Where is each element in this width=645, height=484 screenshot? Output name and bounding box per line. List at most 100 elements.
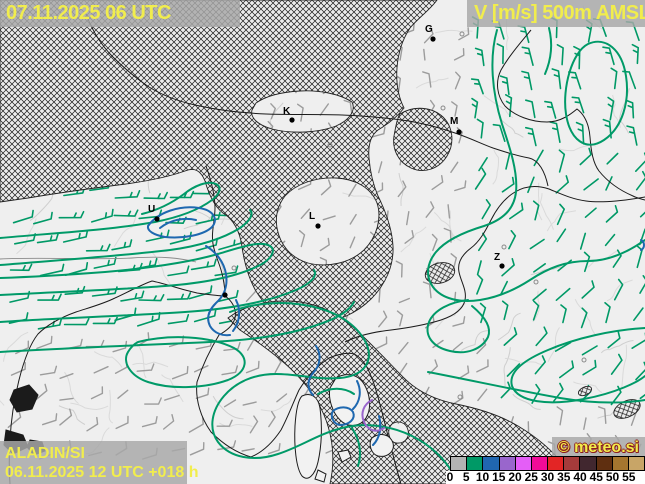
wind-barb [610, 353, 623, 375]
wind-barb [9, 263, 33, 272]
terrain-stroke [460, 330, 489, 351]
legend-value-5: 5 [462, 470, 470, 484]
wind-barb [452, 316, 466, 327]
terrain-stroke [70, 402, 109, 411]
wind-barb [34, 383, 48, 402]
wind-barb [635, 170, 645, 191]
terrain-stroke [504, 357, 545, 366]
wind-barb [90, 386, 104, 400]
legend-swatch-25 [531, 457, 549, 470]
minor-town-circles [231, 31, 587, 400]
wind-barb [163, 414, 175, 430]
legend-value-10: 10 [475, 470, 490, 484]
wind-speed-scale-values: 0 5 10 15 20 25 30 35 40 45 50 55 [446, 471, 645, 484]
wind-barb [454, 71, 461, 90]
terrain-stroke [16, 218, 37, 255]
wind-barb [521, 70, 533, 91]
wind-barb [190, 258, 217, 271]
wind-barb [633, 307, 644, 321]
wind-barb [247, 339, 255, 351]
wind-barb [370, 126, 386, 138]
wind-barb [451, 101, 458, 117]
wind-barb [298, 230, 306, 248]
terrain-stroke [498, 117, 524, 138]
lagoon-islet-1 [9, 384, 39, 413]
legend-value-55: 55 [622, 470, 636, 484]
wind-barb [348, 183, 357, 197]
wind-barb [607, 331, 621, 349]
legend-swatch-30 [548, 457, 565, 470]
wind-barb [63, 317, 90, 326]
wind-barb [500, 381, 512, 399]
wind-barb [378, 161, 383, 174]
wind-barb [115, 415, 129, 430]
wind-barb [453, 291, 457, 304]
wind-barb [319, 237, 330, 252]
wind-barb [113, 209, 139, 217]
wind-barb [85, 243, 111, 252]
terrain-stroke [433, 211, 455, 242]
city-label-Z: Z [494, 252, 500, 263]
terrain-stroke [547, 327, 560, 362]
wind-barb [584, 207, 597, 218]
terrain-stroke [606, 279, 633, 302]
wind-barb [120, 290, 145, 302]
legend-swatch-15 [499, 457, 516, 470]
river-line [0, 256, 197, 263]
wind-barb [300, 208, 311, 219]
wind-barb [555, 287, 571, 301]
isotach-10ms-contours [146, 206, 645, 446]
wind-barb [556, 44, 564, 66]
wind-barb [12, 209, 34, 224]
city-dot-M [456, 129, 462, 135]
wind-barb [501, 176, 515, 193]
wind-barb [267, 443, 281, 455]
wind-barb [195, 387, 210, 399]
hatch-pohorje [393, 107, 453, 171]
terrain-stroke [503, 347, 511, 387]
wind-barb [604, 233, 616, 247]
terrain-stroke [539, 193, 554, 230]
wind-barb [349, 236, 356, 249]
wind-barb [474, 47, 485, 67]
border-hungary [497, 29, 645, 201]
terrain-stroke [3, 331, 29, 362]
wind-barb [605, 176, 613, 191]
wind-barb [635, 152, 645, 172]
wind-barb [397, 180, 407, 198]
wind-barb [579, 232, 587, 250]
wind-barb [423, 48, 426, 61]
copyright-label: © meteo.si [551, 437, 645, 458]
legend-swatch-20 [515, 457, 532, 470]
model-info-box: ALADIN/SI 06.11.2025 12 UTC +018 h [0, 441, 198, 484]
legend-value-20: 20 [508, 470, 522, 484]
wind-barb [112, 340, 128, 353]
wind-barb [398, 341, 409, 355]
wind-barb [525, 126, 537, 147]
legend-swatch-5 [467, 457, 484, 470]
wind-barb [556, 203, 565, 226]
hatch-patch-small-3 [577, 385, 593, 397]
wind-barb [33, 211, 53, 225]
wind-barb [583, 417, 587, 430]
wind-barb [349, 213, 357, 225]
legend-value-15: 15 [492, 470, 506, 484]
wind-barb [558, 149, 566, 173]
wind-barb [581, 280, 595, 299]
wind-barb [59, 397, 74, 401]
wind-barb [422, 281, 432, 299]
wind-barb [533, 149, 544, 167]
legend-value-0: 0 [446, 470, 454, 484]
wind-barb [270, 103, 276, 120]
city-dot-K [289, 117, 295, 123]
wind-barb [398, 297, 410, 304]
legend-swatch-10 [483, 457, 500, 470]
terrain-stroke [512, 393, 541, 410]
wind-barb [554, 341, 572, 352]
city-label-M: M [450, 116, 458, 127]
minor-town-circle [501, 244, 507, 250]
wind-barb [555, 175, 569, 194]
wind-barb [639, 393, 645, 400]
